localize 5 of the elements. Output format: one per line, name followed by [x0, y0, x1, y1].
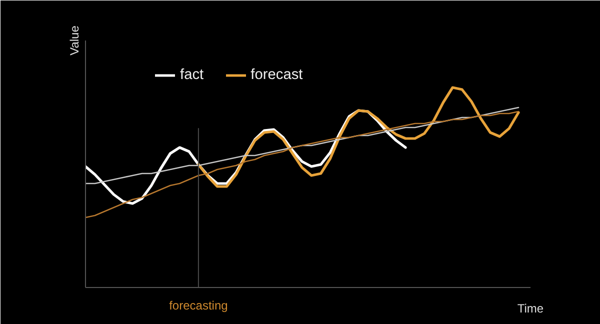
legend-label: fact [180, 67, 204, 83]
text: forecasting [169, 298, 228, 312]
y-axis-title: Value [68, 25, 82, 56]
legend-label: forecast [250, 67, 303, 83]
x-axis-title: Time [517, 302, 544, 316]
